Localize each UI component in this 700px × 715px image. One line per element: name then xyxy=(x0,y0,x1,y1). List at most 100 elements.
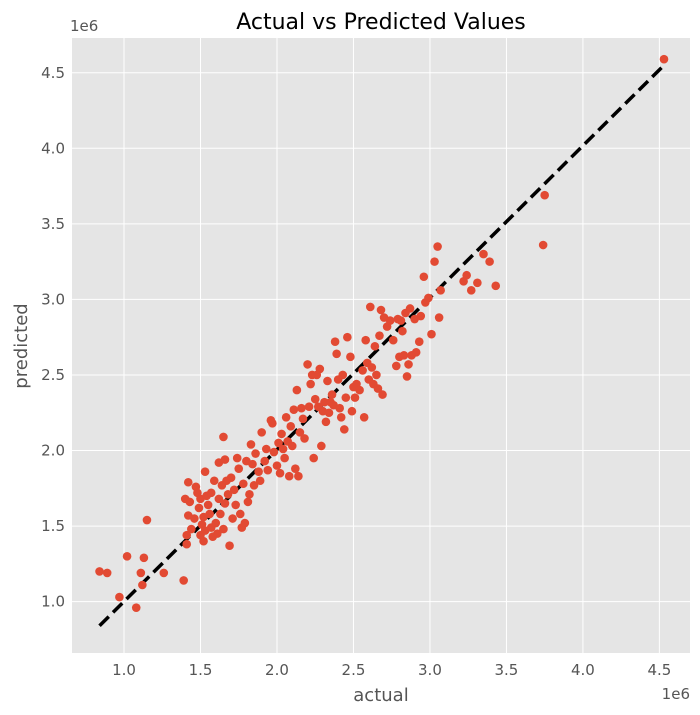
data-point xyxy=(295,428,305,437)
y-offset-label: 1e6 xyxy=(70,17,98,35)
data-point xyxy=(182,530,192,540)
data-point xyxy=(292,385,302,395)
data-point xyxy=(297,403,306,413)
data-point xyxy=(95,567,104,576)
data-point xyxy=(385,316,395,325)
x-tick-labels: 1.0 1.5 2.0 2.5 3.0 3.5 4.0 4.5 xyxy=(112,661,671,679)
data-point xyxy=(339,425,349,434)
x-axis-title: actual xyxy=(353,685,408,706)
data-point xyxy=(220,455,230,464)
data-point xyxy=(220,499,230,508)
data-point xyxy=(219,432,228,442)
data-point xyxy=(343,332,352,342)
data-point xyxy=(391,361,401,371)
data-point xyxy=(433,242,442,251)
data-point xyxy=(341,393,351,402)
data-point xyxy=(419,272,429,282)
data-point xyxy=(261,444,271,454)
data-point xyxy=(240,518,250,528)
data-point xyxy=(317,441,326,451)
data-point xyxy=(294,471,303,481)
data-point xyxy=(205,509,214,519)
data-point xyxy=(396,316,406,325)
data-point xyxy=(190,514,199,523)
y-tick-label: 1.5 xyxy=(41,517,65,535)
data-point xyxy=(414,337,424,347)
data-point xyxy=(365,302,375,312)
x-tick-label: 4.5 xyxy=(647,661,671,679)
data-point xyxy=(274,438,283,448)
data-point xyxy=(245,490,254,499)
data-point xyxy=(350,393,360,402)
data-point xyxy=(291,464,300,473)
data-point xyxy=(231,500,240,510)
data-point xyxy=(142,515,152,525)
data-point xyxy=(275,468,285,478)
data-point xyxy=(327,390,337,399)
data-point xyxy=(138,580,147,590)
data-point xyxy=(272,461,282,470)
data-point xyxy=(336,412,346,422)
data-point xyxy=(473,278,482,288)
data-point xyxy=(324,408,334,418)
data-point xyxy=(332,349,341,359)
x-tick-label: 3.5 xyxy=(495,661,519,679)
data-point xyxy=(358,366,367,375)
data-point xyxy=(281,412,291,422)
data-point xyxy=(203,500,213,510)
data-point xyxy=(213,529,222,538)
x-tick-label: 3.0 xyxy=(418,661,442,679)
data-point xyxy=(479,249,488,259)
data-point xyxy=(284,471,294,481)
data-point xyxy=(367,363,377,372)
y-tick-label: 2.5 xyxy=(41,366,65,384)
data-point xyxy=(411,347,421,357)
plot-area xyxy=(72,38,690,653)
data-point xyxy=(399,351,409,360)
data-point xyxy=(185,497,195,507)
data-point xyxy=(321,417,331,427)
data-point xyxy=(359,412,369,422)
x-tick-label: 1.5 xyxy=(189,661,213,679)
y-tick-labels: 1.0 1.5 2.0 2.5 3.0 3.5 4.0 4.5 xyxy=(41,64,65,611)
data-point xyxy=(398,326,407,336)
data-point xyxy=(462,270,471,280)
grid xyxy=(72,38,690,653)
data-point xyxy=(194,503,204,513)
data-point xyxy=(388,335,398,345)
data-point xyxy=(251,449,260,458)
data-point xyxy=(139,553,149,563)
data-point xyxy=(306,379,315,389)
data-point xyxy=(246,440,256,449)
data-point xyxy=(183,477,193,487)
data-point xyxy=(286,422,296,431)
data-point xyxy=(243,497,253,507)
data-point xyxy=(136,568,146,578)
data-point xyxy=(254,467,263,476)
data-point xyxy=(427,329,436,339)
data-point xyxy=(248,459,257,469)
data-point xyxy=(404,360,413,369)
data-point xyxy=(228,514,237,523)
data-point xyxy=(199,536,208,546)
data-point xyxy=(289,405,299,415)
data-point xyxy=(235,509,245,519)
data-point xyxy=(216,509,225,519)
data-point xyxy=(280,453,289,463)
y-tick-label: 4.0 xyxy=(41,139,65,157)
data-point xyxy=(376,305,386,315)
data-point xyxy=(122,551,132,561)
data-point xyxy=(223,490,233,499)
data-point xyxy=(255,476,265,486)
data-point xyxy=(370,341,380,351)
x-tick-label: 4.0 xyxy=(571,661,595,679)
data-point xyxy=(315,364,325,374)
data-point xyxy=(131,603,141,612)
data-point xyxy=(355,385,364,395)
data-point xyxy=(234,464,244,473)
data-point xyxy=(300,434,309,443)
data-point xyxy=(361,335,371,345)
points-group xyxy=(95,54,669,612)
data-point xyxy=(219,524,228,534)
